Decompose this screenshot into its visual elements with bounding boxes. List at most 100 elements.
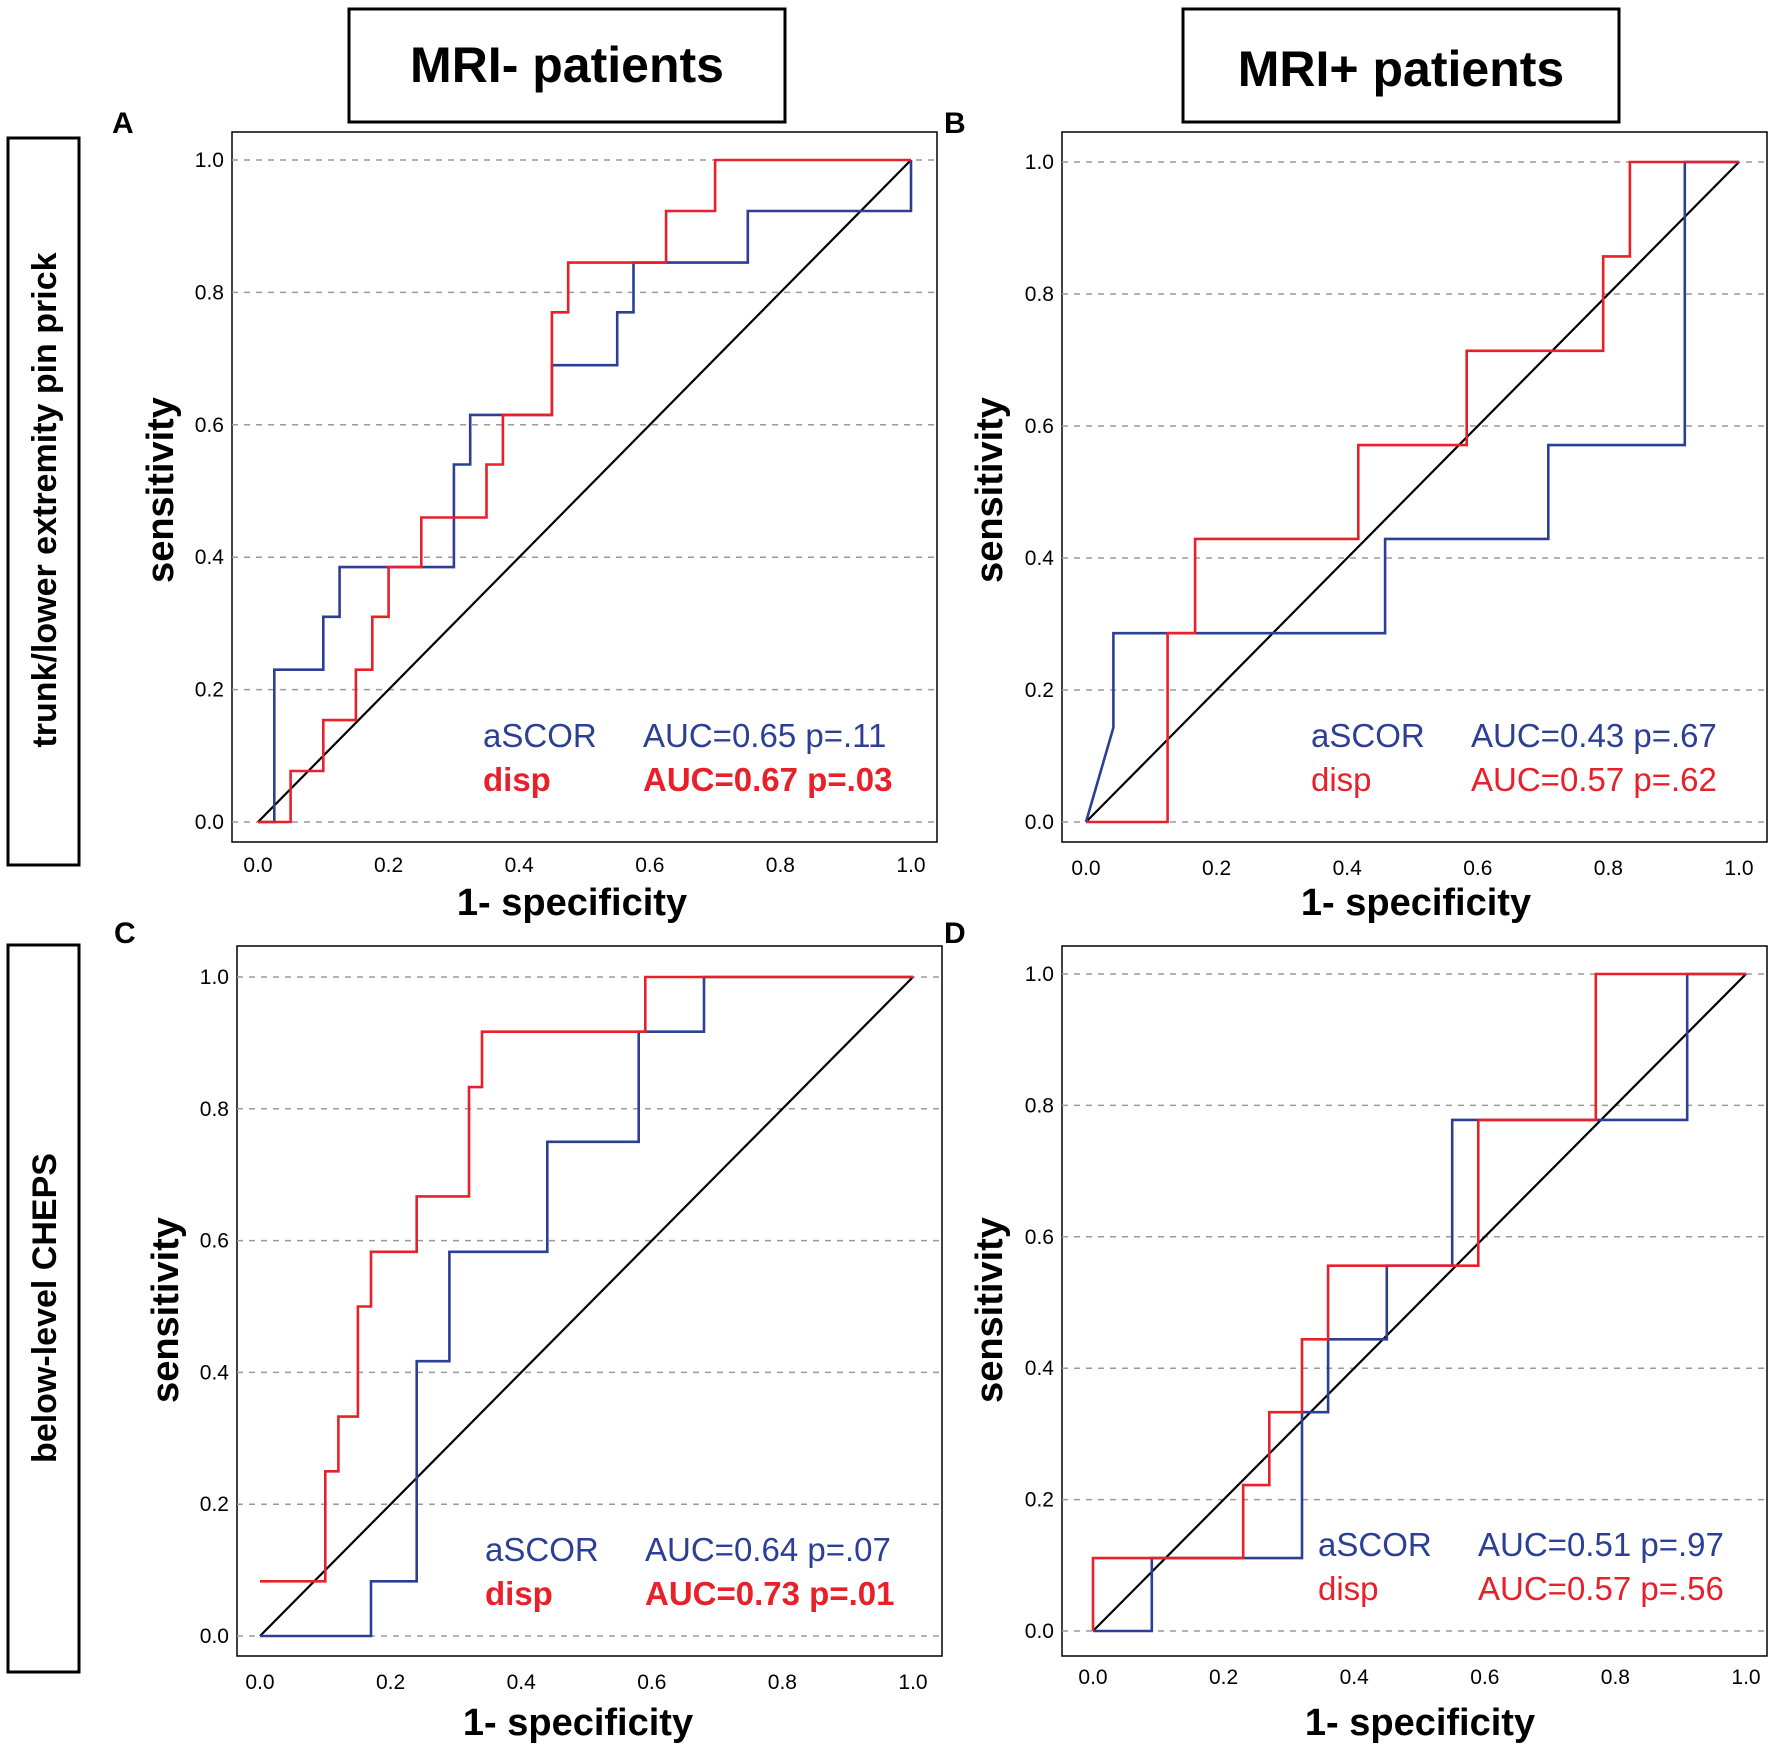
y-tick-label: 0.8 [200, 1098, 229, 1121]
y-tick-label: 1.0 [1025, 963, 1054, 986]
roc-curve-disp [1091, 972, 1746, 1631]
x-tick-label: 0.0 [243, 854, 272, 877]
x-axis-label: 1- specificity [457, 882, 687, 924]
row-title-cheps: below-level CHEPS [6, 943, 81, 1674]
legend-auc-ascor: AUC=0.51 p=.97 [1478, 1526, 1724, 1563]
y-tick-label: 1.0 [195, 149, 224, 172]
y-axis-label: sensitivity [969, 397, 1011, 583]
reference-diagonal [1092, 973, 1747, 1632]
y-tick-label: 0.0 [195, 811, 224, 834]
roc-curve-ascor [258, 160, 913, 824]
y-axis-label: sensitivity [145, 1217, 187, 1403]
y-tick-label: 0.8 [195, 281, 224, 304]
y-tick-label: 0.8 [1025, 283, 1054, 306]
y-tick-label: 0.2 [1025, 679, 1054, 702]
legend-name-disp: disp [483, 761, 551, 798]
y-axis-label: sensitivity [140, 397, 182, 583]
y-tick-label: 0.2 [200, 1493, 229, 1516]
roc-curve-ascor [1084, 160, 1739, 823]
x-axis-label: 1- specificity [1301, 882, 1531, 924]
legend-auc-ascor: AUC=0.64 p=.07 [645, 1531, 891, 1568]
roc-curve-disp [260, 975, 913, 1583]
x-tick-label: 1.0 [896, 854, 925, 877]
legend-name-disp: disp [1311, 761, 1372, 798]
x-tick-label: 0.0 [1071, 857, 1100, 880]
reference-diagonal [259, 976, 914, 1637]
column-title-mri-positive-text: MRI+ patients [1238, 41, 1564, 97]
legend-name-ascor: aSCOR [483, 717, 597, 754]
legend-name-ascor: aSCOR [1318, 1526, 1432, 1563]
legend-name-ascor: aSCOR [1311, 717, 1425, 754]
x-axis-label: 1- specificity [1305, 1702, 1535, 1744]
x-tick-label: 0.4 [1340, 1666, 1370, 1689]
x-tick-label: 0.8 [1601, 1666, 1630, 1689]
y-tick-label: 0.6 [1025, 1226, 1054, 1249]
y-tick-label: 0.2 [195, 679, 224, 702]
legend-auc-disp: AUC=0.73 p=.01 [645, 1575, 894, 1612]
x-tick-label: 0.2 [376, 1671, 405, 1694]
column-title-mri-positive: MRI+ patients [1181, 7, 1621, 124]
roc-curve-disp [258, 158, 911, 824]
x-tick-label: 0.4 [505, 854, 535, 877]
legend-name-disp: disp [485, 1575, 553, 1612]
y-tick-label: 1.0 [1025, 151, 1054, 174]
column-title-mri-negative: MRI- patients [347, 7, 787, 124]
column-title-mri-negative-text: MRI- patients [410, 37, 724, 93]
x-tick-label: 0.6 [1470, 1666, 1499, 1689]
y-tick-label: 0.6 [195, 414, 224, 437]
plot-frame [236, 945, 943, 1657]
panel-letter: B [944, 107, 966, 140]
y-tick-label: 0.6 [1025, 415, 1054, 438]
reference-diagonal [1085, 161, 1740, 823]
reference-diagonal [257, 159, 912, 823]
x-tick-label: 0.8 [1594, 857, 1623, 880]
x-tick-label: 1.0 [1724, 857, 1753, 880]
y-tick-label: 0.4 [195, 546, 225, 569]
plot-frame [231, 131, 938, 843]
x-tick-label: 0.6 [637, 1671, 666, 1694]
y-tick-label: 0.6 [200, 1230, 229, 1253]
roc-curve-ascor [260, 975, 913, 1638]
panel-letter: C [114, 917, 136, 950]
row-title-cheps-text: below-level CHEPS [26, 1153, 64, 1463]
legend-auc-disp: AUC=0.67 p=.03 [643, 761, 892, 798]
panel-a: A 0.0 0.2 0.4 0.6 0.8 1.0 0.0 0.2 0.4 0.6 0.8 1.0 1- … [112, 107, 938, 924]
x-tick-label: 1.0 [898, 1671, 927, 1694]
y-axis-label: sensitivity [969, 1217, 1011, 1403]
x-tick-label: 0.4 [507, 1671, 537, 1694]
x-tick-label: 0.2 [1209, 1666, 1238, 1689]
legend-auc-ascor: AUC=0.43 p=.67 [1471, 717, 1717, 754]
plot-frame [1061, 131, 1768, 843]
y-tick-label: 1.0 [200, 966, 229, 989]
y-tick-label: 0.8 [1025, 1094, 1054, 1117]
x-tick-label: 0.6 [635, 854, 664, 877]
legend-name-disp: disp [1318, 1570, 1379, 1607]
panel-d: D 0.0 0.2 0.4 0.6 0.8 1.0 0.0 0.2 0.4 0.6 0.8 1.0 1- … [944, 917, 1768, 1744]
row-title-pin-prick-text: trunk/lower extremity pin prick [26, 252, 64, 747]
panel-letter: A [112, 107, 134, 140]
panel-letter: D [944, 917, 966, 950]
y-tick-label: 0.2 [1025, 1489, 1054, 1512]
x-tick-label: 0.0 [245, 1671, 274, 1694]
y-tick-label: 0.4 [1025, 1357, 1055, 1380]
y-tick-label: 0.4 [200, 1361, 230, 1384]
row-title-pin-prick: trunk/lower extremity pin prick [6, 136, 81, 867]
y-tick-label: 0.0 [1025, 1620, 1054, 1643]
legend-auc-disp: AUC=0.57 p=.62 [1471, 761, 1717, 798]
panel-b: B 0.0 0.2 0.4 0.6 0.8 1.0 0.0 0.2 0.4 0.6 0.8 1.0 1- … [944, 107, 1768, 924]
x-tick-label: 0.8 [768, 1671, 797, 1694]
panel-c: C 0.0 0.2 0.4 0.6 0.8 1.0 0.0 0.2 0.4 0.6 0.8 1.0 1- … [114, 917, 943, 1744]
x-tick-label: 0.4 [1333, 857, 1363, 880]
x-tick-label: 1.0 [1731, 1666, 1760, 1689]
plot-frame [1061, 945, 1768, 1657]
y-tick-label: 0.4 [1025, 547, 1055, 570]
y-tick-label: 0.0 [1025, 811, 1054, 834]
x-tick-label: 0.2 [1202, 857, 1231, 880]
x-tick-label: 0.6 [1463, 857, 1492, 880]
y-tick-label: 0.0 [200, 1625, 229, 1648]
legend-auc-ascor: AUC=0.65 p=.11 [643, 717, 886, 754]
legend-name-ascor: aSCOR [485, 1531, 599, 1568]
x-tick-label: 0.2 [374, 854, 403, 877]
x-axis-label: 1- specificity [463, 1702, 693, 1744]
